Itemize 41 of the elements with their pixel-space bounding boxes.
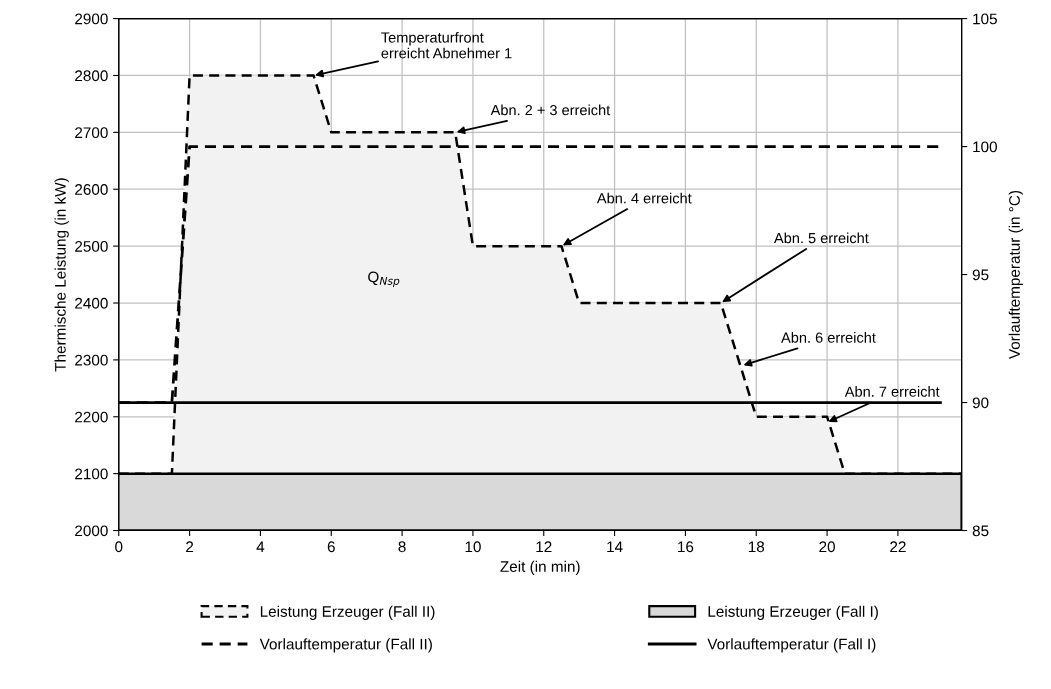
x-tick-label: 0 <box>115 541 123 553</box>
legend-label: Vorlauftemperatur (Fall I) <box>707 638 876 653</box>
y-tick-label: 2500 <box>75 240 108 252</box>
x-tick-label: 14 <box>607 541 623 553</box>
y-tick-label: 2900 <box>75 13 108 25</box>
x-tick-label: 22 <box>890 541 906 553</box>
annotation: Temperaturfront erreicht Abnehmer 1 <box>381 31 512 59</box>
x-tick-label: 2 <box>186 541 194 553</box>
annotation: Abn. 2 + 3 erreicht <box>490 104 611 116</box>
y-axis-title: Thermische Leistung (in kW) <box>54 178 69 372</box>
y-tick-label: 2800 <box>75 70 108 82</box>
legend-label: Vorlauftemperatur (Fall II) <box>259 638 432 653</box>
x-tick-label: 10 <box>465 541 481 553</box>
annotation: Abn. 6 erreicht <box>781 332 876 343</box>
y-tick-label: 2100 <box>75 468 108 480</box>
x-tick-label: 4 <box>256 541 265 553</box>
x-tick-label: 12 <box>536 541 552 553</box>
annotation: Abn. 7 erreicht <box>844 386 940 397</box>
x-tick-label: 6 <box>327 541 335 553</box>
annotation: Abn. 5 erreicht <box>773 232 869 244</box>
x-tick-label: 18 <box>748 541 765 553</box>
y-tick-label: 2700 <box>75 127 108 139</box>
annotation: Q$_{Nsp}$ <box>368 271 400 287</box>
legend-label: Leistung Erzeuger (Fall I) <box>708 605 878 620</box>
y-tick-label: 2400 <box>75 297 108 309</box>
y-tick-label: 2300 <box>75 354 108 366</box>
x-tick-label: 8 <box>398 541 406 553</box>
y2-tick-label: 90 <box>972 397 989 409</box>
y-tick-label: 2600 <box>75 184 108 195</box>
x-tick-label: 16 <box>678 541 694 553</box>
x-axis-title: Zeit (in min) <box>500 560 580 575</box>
y-tick-label: 2200 <box>75 411 108 423</box>
x-tick-label: 20 <box>819 541 835 553</box>
legend-label: Leistung Erzeuger (Fall II) <box>260 605 435 620</box>
y-tick-label: 2000 <box>75 525 108 537</box>
y2-tick-label: 95 <box>972 269 989 281</box>
y2-tick-label: 100 <box>973 141 997 153</box>
y2-tick-label: 85 <box>972 525 989 537</box>
y2-tick-label: 105 <box>973 13 997 25</box>
annotation: Abn. 4 erreicht <box>596 192 692 204</box>
y2-axis-title: Vorlauftemperatur (in °C) <box>1008 190 1023 360</box>
